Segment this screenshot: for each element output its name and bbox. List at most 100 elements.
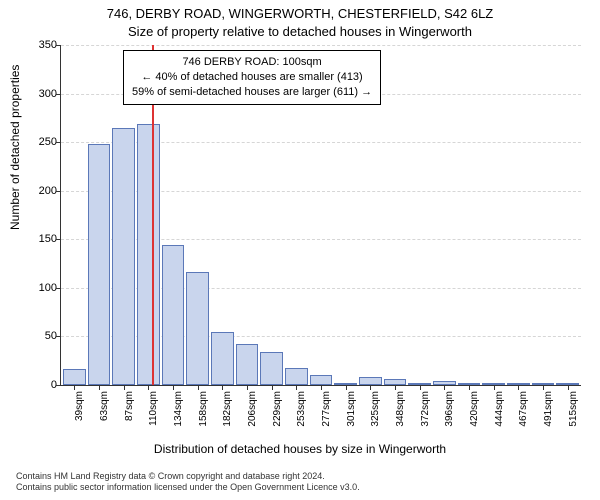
x-tick: 63sqm (88, 385, 111, 445)
x-tick-label: 229sqm (272, 391, 283, 427)
x-tick-mark (444, 385, 445, 390)
bar (63, 369, 86, 386)
x-tick-label: 158sqm (198, 391, 209, 427)
x-tick-mark (420, 385, 421, 390)
y-tick-label: 250 (17, 136, 57, 148)
bar (112, 128, 135, 385)
x-tick: 277sqm (310, 385, 333, 445)
y-tick-label: 350 (17, 39, 57, 51)
property-info-box: 746 DERBY ROAD: 100sqm← 40% of detached … (123, 50, 381, 105)
x-tick-label: 39sqm (74, 391, 85, 421)
bar-fill (186, 272, 209, 385)
x-tick-mark (296, 385, 297, 390)
x-tick-label: 444sqm (494, 391, 505, 427)
info-line: 59% of semi-detached houses are larger (… (132, 85, 372, 100)
bar (260, 352, 283, 385)
x-tick-mark (222, 385, 223, 390)
bar-fill (112, 128, 135, 385)
bar-fill (236, 344, 259, 385)
x-tick: 325sqm (359, 385, 382, 445)
bar-fill (359, 377, 382, 385)
bar-fill (211, 332, 234, 385)
x-tick: 515sqm (556, 385, 579, 445)
x-tick-label: 515sqm (568, 391, 579, 427)
x-tick-mark (494, 385, 495, 390)
bar (162, 245, 185, 385)
x-tick-label: 182sqm (222, 391, 233, 427)
x-ticks-container: 39sqm 63sqm 87sqm 110sqm 134sqm 158sqm 182sqm 2… (61, 385, 581, 445)
x-tick-mark (469, 385, 470, 390)
x-tick-label: 396sqm (444, 391, 455, 427)
bar (211, 332, 234, 385)
x-tick-mark (370, 385, 371, 390)
x-tick-label: 253sqm (296, 391, 307, 427)
bar-fill (310, 375, 333, 385)
x-tick-label: 277sqm (321, 391, 332, 427)
info-line: 746 DERBY ROAD: 100sqm (132, 55, 372, 70)
x-tick-label: 491sqm (543, 391, 554, 427)
footer-line-1: Contains HM Land Registry data © Crown c… (16, 471, 360, 483)
x-tick: 491sqm (532, 385, 555, 445)
bar-fill (260, 352, 283, 385)
bar (285, 368, 308, 385)
bar-fill (285, 368, 308, 385)
x-tick-mark (568, 385, 569, 390)
x-tick: 396sqm (433, 385, 456, 445)
x-tick-mark (395, 385, 396, 390)
x-tick-mark (99, 385, 100, 390)
x-tick-mark (198, 385, 199, 390)
x-tick-mark (518, 385, 519, 390)
x-tick-mark (543, 385, 544, 390)
x-tick: 420sqm (458, 385, 481, 445)
x-tick: 158sqm (186, 385, 209, 445)
bar-fill (63, 369, 86, 386)
x-tick: 39sqm (63, 385, 86, 445)
x-tick-label: 110sqm (148, 391, 159, 426)
x-tick-label: 63sqm (99, 391, 110, 421)
x-axis-label: Distribution of detached houses by size … (0, 442, 600, 456)
x-tick: 444sqm (482, 385, 505, 445)
x-tick: 229sqm (260, 385, 283, 445)
x-tick-label: 348sqm (395, 391, 406, 427)
x-tick: 87sqm (112, 385, 135, 445)
bar (310, 375, 333, 385)
bar (88, 144, 111, 385)
x-tick-mark (346, 385, 347, 390)
y-tick-label: 50 (17, 330, 57, 342)
x-tick: 182sqm (211, 385, 234, 445)
bar (186, 272, 209, 385)
chart-plot-area: 05010015020025030035039sqm63sqm87sqm110s… (60, 45, 581, 386)
x-tick-mark (272, 385, 273, 390)
chart-title: 746, DERBY ROAD, WINGERWORTH, CHESTERFIE… (0, 6, 600, 21)
y-tick-label: 200 (17, 185, 57, 197)
bar (137, 124, 160, 385)
info-line: ← 40% of detached houses are smaller (41… (132, 70, 372, 85)
y-tick-label: 0 (17, 379, 57, 391)
x-tick-label: 206sqm (247, 391, 258, 427)
chart-footer: Contains HM Land Registry data © Crown c… (16, 471, 360, 494)
x-tick: 134sqm (162, 385, 185, 445)
bar-fill (137, 124, 160, 385)
x-tick-label: 301sqm (346, 391, 357, 427)
bar-fill (88, 144, 111, 385)
x-tick: 110sqm (137, 385, 160, 445)
x-tick-mark (124, 385, 125, 390)
x-tick: 348sqm (384, 385, 407, 445)
y-tick-label: 150 (17, 233, 57, 245)
footer-line-2: Contains public sector information licen… (16, 482, 360, 494)
x-tick-label: 420sqm (469, 391, 480, 427)
x-tick-label: 134sqm (173, 391, 184, 427)
y-tick-label: 300 (17, 88, 57, 100)
x-tick: 301sqm (334, 385, 357, 445)
x-tick: 372sqm (408, 385, 431, 445)
chart-subtitle: Size of property relative to detached ho… (0, 24, 600, 39)
y-tick-label: 100 (17, 282, 57, 294)
bar (359, 377, 382, 385)
x-tick-mark (247, 385, 248, 390)
bar (236, 344, 259, 385)
x-tick-mark (173, 385, 174, 390)
x-tick: 206sqm (236, 385, 259, 445)
x-tick-label: 87sqm (124, 391, 135, 421)
x-tick-label: 325sqm (370, 391, 381, 427)
x-tick-mark (74, 385, 75, 390)
